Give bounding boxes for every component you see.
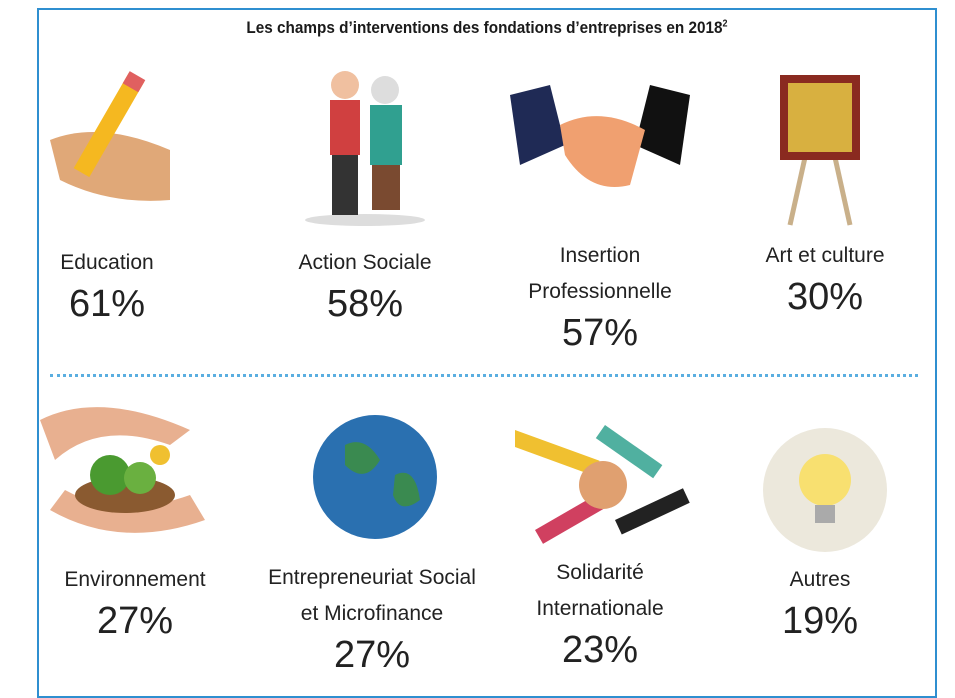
icon-solidarite [515,420,690,550]
item-value: 57% [480,310,720,356]
item-value: 61% [0,281,227,327]
item-label: Action Sociale [245,245,485,281]
item-label: Art et culture [705,238,945,274]
icon-entrepreneuriat [285,405,465,550]
icon-education [40,60,190,210]
title-note: 2 [723,18,728,29]
item-value: 27% [252,632,492,678]
title: Les champs d’interventions des fondation… [82,18,892,38]
icon-insertion [510,85,690,195]
item-label: Solidarité [480,555,720,591]
icon-environnement [40,400,210,540]
item-label: Autres [700,562,940,598]
infographic: Les champs d’interventions des fondation… [0,0,955,690]
item-value: 27% [15,598,255,644]
title-text: Les champs d’interventions des fondation… [246,18,722,37]
item-label: Environnement [15,562,255,598]
item-value: 58% [245,281,485,327]
icon-art [770,70,870,230]
item-label: Internationale [480,591,720,627]
item-value: 23% [480,627,720,673]
item-value: 19% [700,598,940,644]
item-label: Professionnelle [480,274,720,310]
item-label: Education [0,245,227,281]
icon-autres [760,425,890,555]
item-label: Entrepreneuriat Social [252,560,492,596]
item-value: 30% [705,274,945,320]
item-label: Insertion [480,238,720,274]
icon-action-sociale [300,60,430,230]
item-label: et Microfinance [252,596,492,632]
separator [50,374,918,377]
